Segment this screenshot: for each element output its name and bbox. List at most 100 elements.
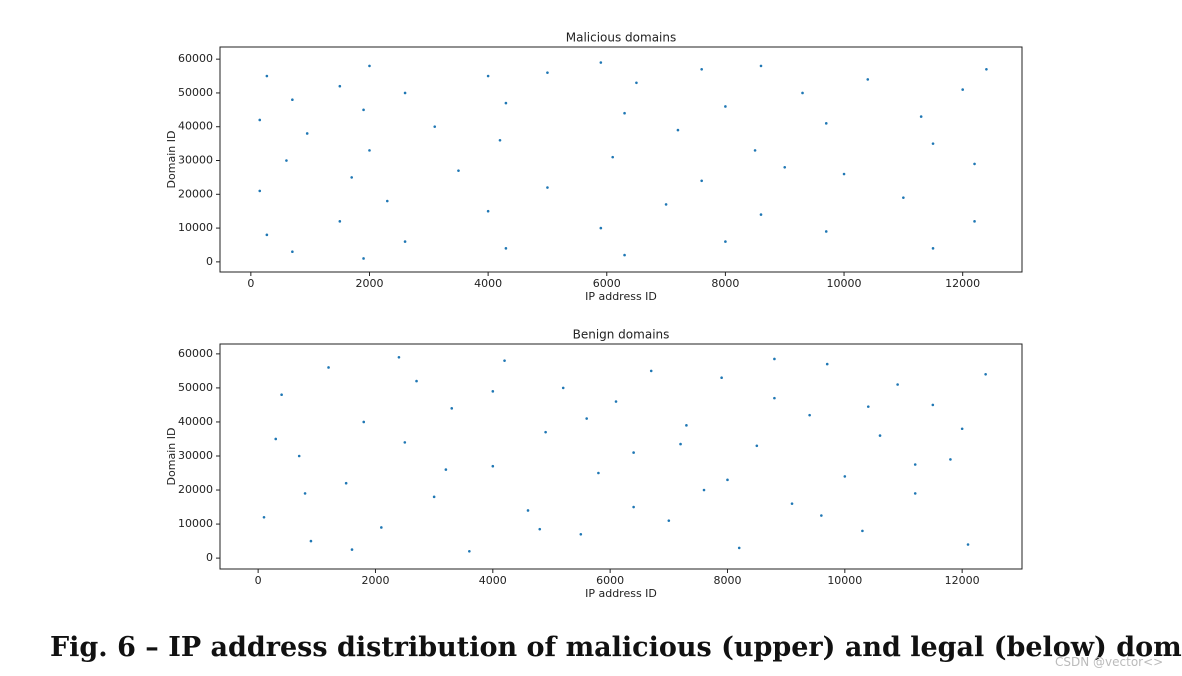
point bbox=[368, 64, 371, 68]
x-axis-label: IP address ID bbox=[585, 587, 657, 600]
y-tick-label: 50000 bbox=[178, 86, 213, 99]
y-tick-label: 30000 bbox=[178, 154, 213, 167]
y-tick-label: 60000 bbox=[178, 52, 213, 65]
point bbox=[759, 213, 763, 216]
point bbox=[344, 481, 348, 485]
point bbox=[561, 386, 565, 390]
point bbox=[491, 464, 495, 468]
point bbox=[623, 253, 626, 257]
point bbox=[808, 413, 811, 417]
point bbox=[258, 118, 262, 122]
point bbox=[913, 463, 917, 466]
point bbox=[783, 165, 787, 169]
x-tick-label: 8000 bbox=[711, 277, 739, 290]
caption: Fig. 6 – IP address distribution of mali… bbox=[50, 632, 1182, 663]
y-tick-label: 0 bbox=[206, 551, 213, 564]
point bbox=[896, 383, 899, 386]
point bbox=[700, 67, 703, 71]
point bbox=[450, 407, 454, 410]
point bbox=[664, 203, 668, 206]
point bbox=[362, 257, 365, 260]
y-tick-label: 20000 bbox=[178, 483, 213, 496]
point bbox=[285, 159, 288, 162]
point bbox=[291, 250, 294, 254]
point bbox=[931, 247, 935, 250]
point bbox=[843, 475, 847, 478]
point bbox=[403, 441, 407, 444]
point bbox=[913, 492, 917, 495]
point bbox=[966, 543, 970, 546]
point bbox=[362, 108, 365, 112]
point bbox=[824, 122, 828, 125]
point bbox=[919, 115, 923, 118]
point bbox=[504, 101, 508, 105]
point bbox=[724, 240, 727, 243]
point bbox=[825, 362, 829, 366]
point bbox=[491, 390, 495, 393]
axes-frame bbox=[219, 46, 1023, 273]
point bbox=[676, 128, 680, 132]
point bbox=[546, 71, 549, 74]
point bbox=[362, 420, 366, 424]
point bbox=[773, 396, 776, 400]
point bbox=[538, 527, 542, 531]
point bbox=[385, 199, 389, 203]
point bbox=[498, 138, 502, 142]
point bbox=[265, 74, 269, 78]
point bbox=[280, 393, 283, 397]
point bbox=[350, 176, 353, 179]
point bbox=[397, 355, 401, 359]
point bbox=[866, 405, 870, 408]
point bbox=[403, 240, 407, 243]
y-tick-label: 40000 bbox=[178, 120, 213, 133]
point bbox=[820, 514, 823, 517]
x-tick-label: 0 bbox=[247, 277, 254, 290]
point bbox=[632, 505, 635, 509]
y-axis-label: Domain ID bbox=[165, 428, 178, 486]
point bbox=[960, 427, 964, 431]
point bbox=[973, 220, 976, 223]
point bbox=[759, 64, 763, 68]
point bbox=[486, 209, 490, 213]
x-tick-label: 8000 bbox=[713, 574, 741, 587]
x-tick-label: 12000 bbox=[945, 277, 980, 290]
point bbox=[773, 357, 776, 361]
point bbox=[309, 539, 313, 543]
chart-title: Malicious domains bbox=[566, 31, 677, 45]
point bbox=[720, 376, 723, 379]
point bbox=[265, 233, 269, 237]
point bbox=[444, 468, 448, 471]
point bbox=[274, 437, 278, 441]
x-tick-label: 12000 bbox=[945, 574, 980, 587]
point bbox=[258, 189, 262, 193]
y-tick-label: 10000 bbox=[178, 221, 213, 234]
point bbox=[801, 91, 804, 95]
point bbox=[931, 403, 935, 407]
y-tick-label: 50000 bbox=[178, 381, 213, 394]
point bbox=[291, 98, 294, 102]
point bbox=[504, 247, 508, 250]
x-tick-label: 2000 bbox=[355, 277, 383, 290]
point bbox=[866, 78, 870, 81]
x-tick-label: 6000 bbox=[596, 574, 624, 587]
point bbox=[305, 132, 309, 135]
x-tick-label: 4000 bbox=[474, 277, 502, 290]
point bbox=[297, 454, 301, 458]
point bbox=[679, 442, 682, 446]
point bbox=[973, 162, 976, 166]
point bbox=[350, 548, 354, 551]
point bbox=[611, 155, 614, 159]
point bbox=[544, 430, 547, 434]
point bbox=[685, 424, 688, 427]
x-tick-label: 0 bbox=[255, 574, 262, 587]
point bbox=[635, 81, 638, 85]
point bbox=[415, 379, 418, 383]
point bbox=[486, 74, 490, 78]
point bbox=[861, 529, 864, 533]
y-tick-label: 20000 bbox=[178, 187, 213, 200]
point bbox=[961, 88, 964, 91]
point bbox=[878, 434, 882, 437]
point bbox=[842, 172, 846, 176]
point bbox=[262, 515, 266, 519]
x-tick-label: 2000 bbox=[361, 574, 389, 587]
